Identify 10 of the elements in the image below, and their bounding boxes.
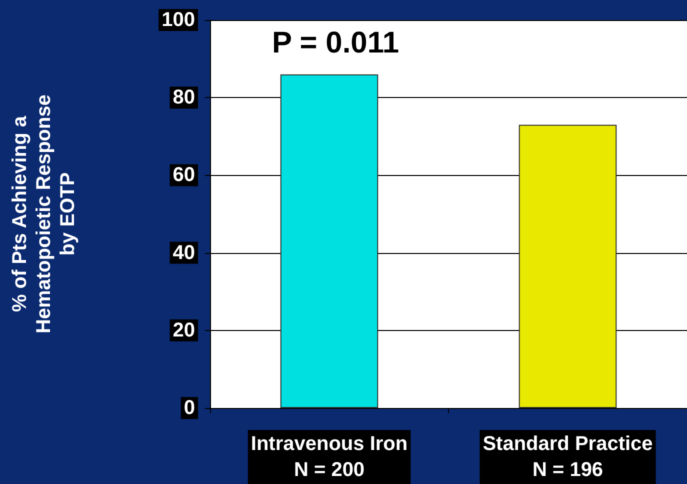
y-axis-title: % of Pts Achieving a Hematopoietic Response by EOTP	[9, 94, 79, 334]
y-tick-label: 40	[172, 242, 195, 264]
y-tick-label: 80	[172, 86, 195, 109]
x-tick-label: Intravenous Iron N = 200	[250, 433, 408, 481]
y-tick-label: 100	[162, 9, 195, 31]
y-tick-label: 0	[184, 397, 195, 419]
y-tick-label: 20	[172, 319, 195, 342]
x-tick-label: Standard Practice N = 196	[482, 433, 653, 481]
annotation: P = 0.011	[272, 26, 400, 60]
y-tick-label: 60	[172, 164, 195, 186]
